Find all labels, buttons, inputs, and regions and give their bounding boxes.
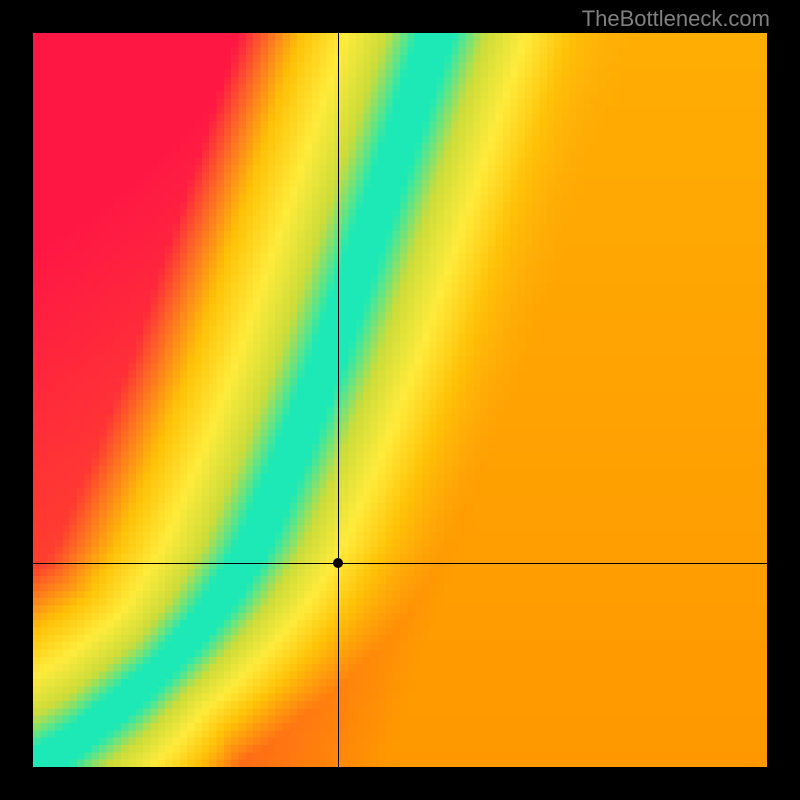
crosshair-horizontal (33, 563, 767, 564)
heatmap-canvas (33, 33, 767, 767)
marker-dot (333, 558, 343, 568)
crosshair-vertical (338, 33, 339, 767)
watermark-text: TheBottleneck.com (582, 6, 770, 32)
plot-area (33, 33, 767, 767)
